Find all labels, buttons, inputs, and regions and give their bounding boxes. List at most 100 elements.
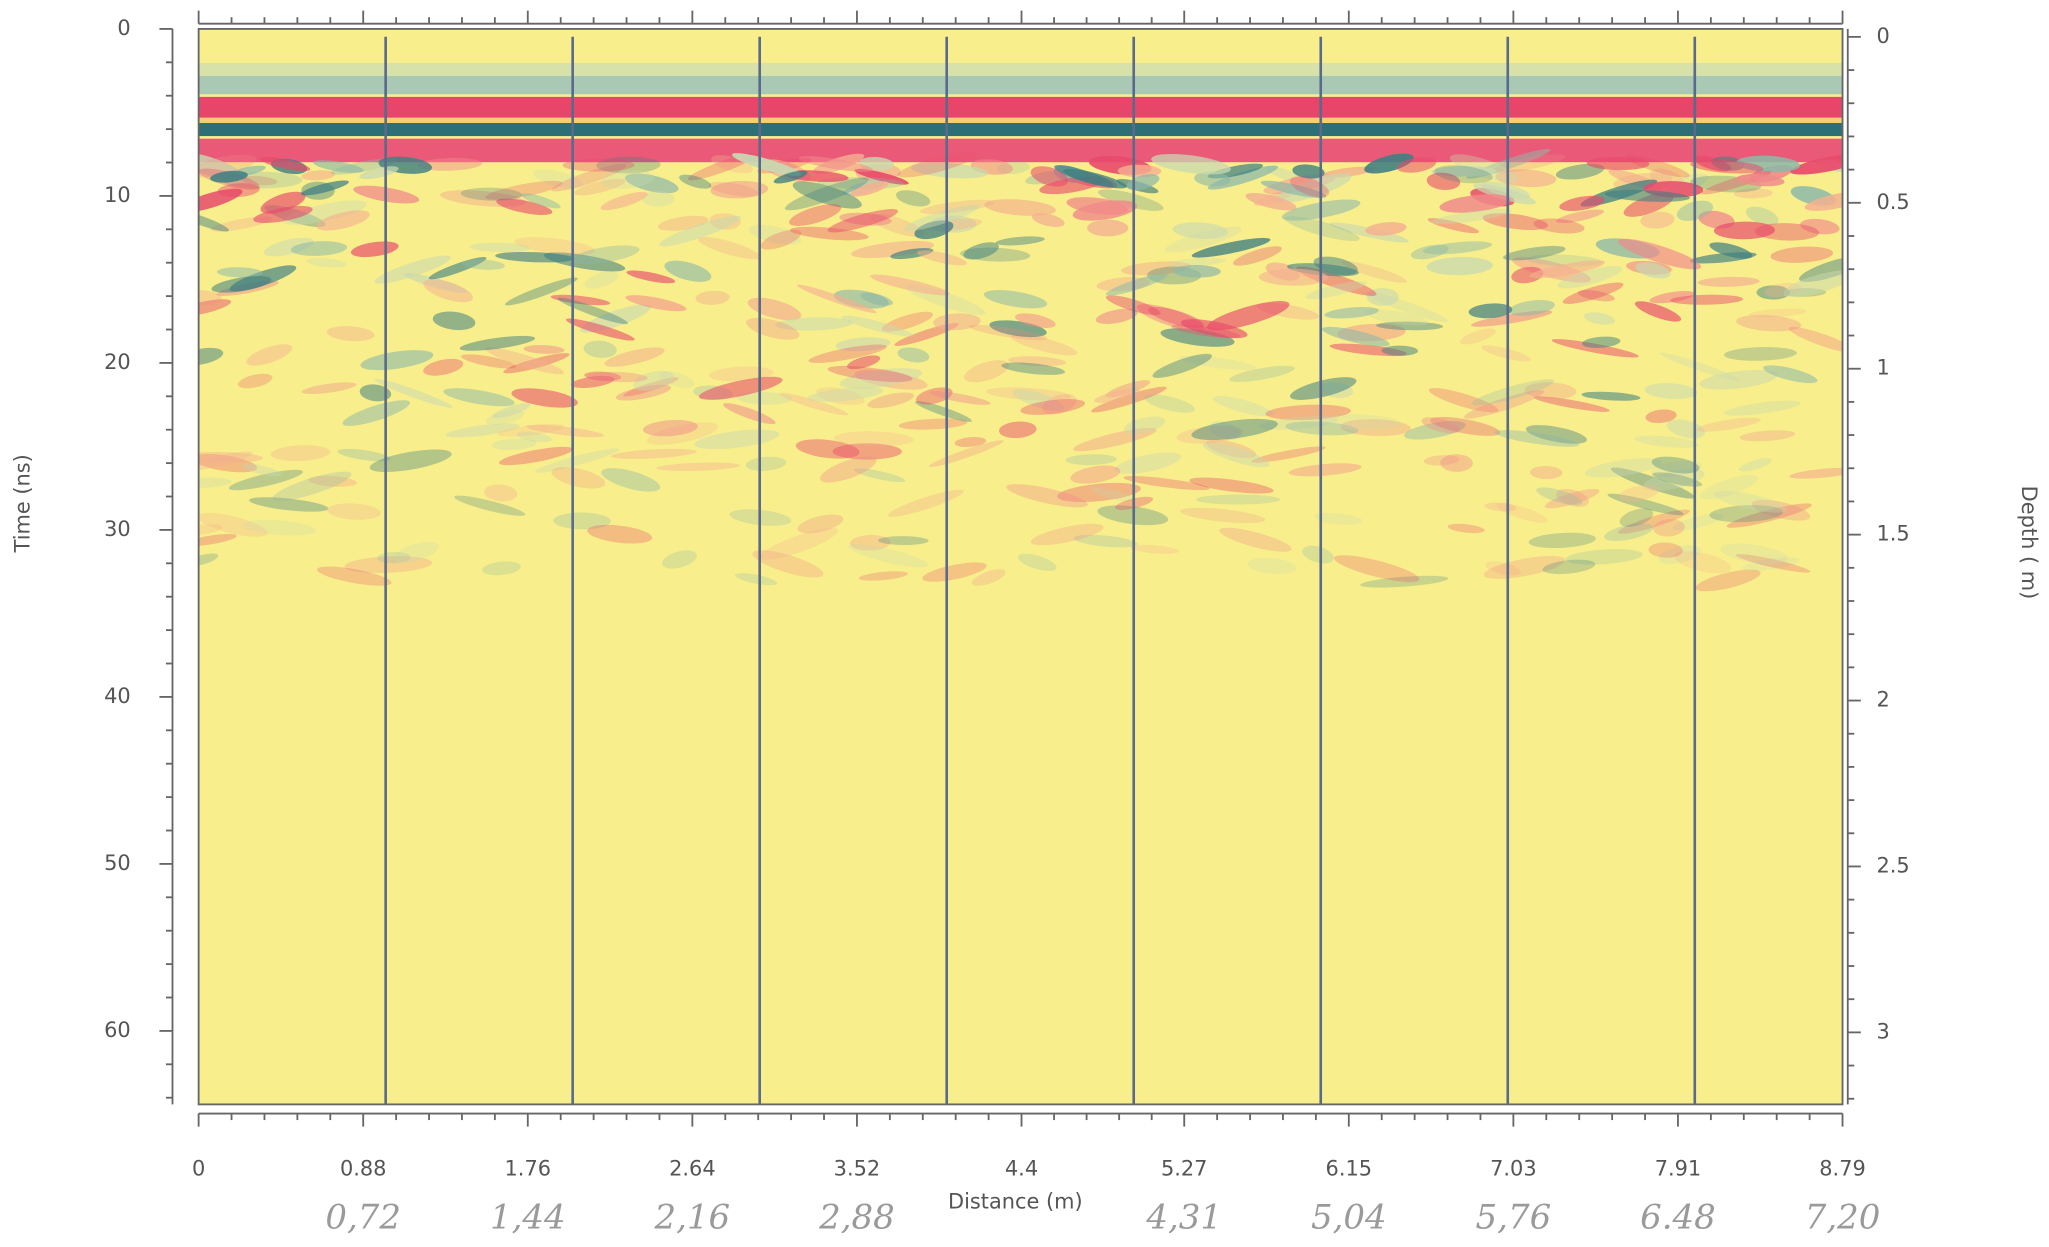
x-tick-label: 4.4 <box>1005 1157 1038 1181</box>
reflection <box>584 371 621 381</box>
reflection <box>1245 192 1297 211</box>
reflection <box>584 271 619 289</box>
reflection <box>600 191 648 211</box>
reflection <box>533 169 584 189</box>
reflection <box>198 347 224 366</box>
reflection <box>710 180 769 199</box>
y2-tick-label: 3 <box>1877 1019 1890 1043</box>
reflection <box>971 569 1006 586</box>
handwritten-note: 2,88 <box>818 1197 895 1237</box>
reflection <box>565 318 635 341</box>
reflection <box>1529 260 1606 279</box>
reflection <box>1736 173 1785 187</box>
reflection <box>534 448 620 473</box>
x-tick-label: 0 <box>192 1157 205 1181</box>
reflection <box>709 366 774 382</box>
reflection <box>954 437 987 447</box>
reflection <box>1360 575 1449 588</box>
reflection <box>1090 487 1135 502</box>
reflection <box>1290 176 1330 198</box>
reflection <box>198 451 264 463</box>
reflection <box>1322 326 1390 347</box>
reflection <box>1556 209 1604 224</box>
reflection <box>1012 389 1064 411</box>
reflection <box>523 345 565 354</box>
reflection <box>773 170 808 184</box>
reflection <box>625 173 679 194</box>
reflection <box>198 451 253 472</box>
reflection <box>1010 334 1078 356</box>
reflection <box>795 439 860 459</box>
reflection <box>306 257 347 268</box>
reflection <box>615 384 672 401</box>
handwritten-note: 5,76 <box>1476 1197 1552 1237</box>
reflection <box>1783 270 1843 298</box>
reflection <box>1508 299 1555 316</box>
reflection <box>963 242 999 260</box>
reflection <box>553 512 611 530</box>
reflection <box>1006 484 1088 508</box>
reflection <box>369 449 452 473</box>
reflection <box>1618 238 1702 270</box>
reflection <box>1172 222 1229 239</box>
reflection <box>623 377 679 397</box>
reflection <box>736 391 792 405</box>
reflection <box>1130 544 1180 554</box>
reflection <box>895 190 931 207</box>
reflection <box>505 277 578 306</box>
band <box>198 138 1843 163</box>
reflection <box>851 240 935 259</box>
reflection <box>1511 266 1544 284</box>
reflection <box>995 236 1045 246</box>
reflection <box>1194 171 1231 187</box>
reflection <box>1529 465 1563 480</box>
reflection <box>1492 154 1566 173</box>
reflection <box>1556 488 1589 507</box>
handwritten-note: 1,44 <box>490 1197 566 1237</box>
x-tick-label: 0.88 <box>340 1157 387 1181</box>
reflection <box>1205 439 1257 459</box>
reflection <box>1091 386 1167 413</box>
reflection <box>1586 157 1650 171</box>
reflection <box>1551 339 1639 358</box>
reflection <box>1202 441 1270 468</box>
reflection <box>1324 306 1379 319</box>
reflection <box>394 541 439 563</box>
y-tick-label: 30 <box>104 517 131 541</box>
reflection <box>1426 172 1461 191</box>
reflection <box>1713 221 1776 240</box>
reflection <box>1709 505 1784 523</box>
reflection <box>1180 507 1266 524</box>
x-tick-label: 7.03 <box>1490 1157 1537 1181</box>
reflection <box>1607 493 1684 516</box>
reflection <box>870 274 950 296</box>
reflection <box>417 157 482 171</box>
reflection <box>1070 465 1121 484</box>
reflection <box>1427 218 1480 234</box>
y-tick-label: 50 <box>104 851 131 875</box>
reflection <box>827 365 913 382</box>
reflection <box>1258 268 1329 286</box>
reflection <box>887 489 964 517</box>
reflection <box>1649 291 1695 304</box>
reflection <box>308 475 357 487</box>
reflection <box>833 431 914 447</box>
reflection <box>898 418 968 430</box>
y2-tick-label: 2.5 <box>1877 853 1910 877</box>
reflection <box>498 446 573 466</box>
reflection <box>708 181 759 197</box>
reflection <box>459 335 536 351</box>
reflection <box>1726 503 1812 528</box>
reflection <box>1105 380 1151 398</box>
reflection <box>775 317 853 331</box>
reflection <box>1260 180 1327 198</box>
reflection <box>760 229 802 250</box>
reflection <box>1333 555 1420 583</box>
reflection <box>897 347 930 363</box>
reflection <box>1173 264 1221 278</box>
reflection <box>511 388 578 408</box>
reflection <box>300 180 349 196</box>
x-tick-label: 2.64 <box>669 1157 716 1181</box>
reflection <box>745 456 787 471</box>
reflection <box>454 495 526 516</box>
